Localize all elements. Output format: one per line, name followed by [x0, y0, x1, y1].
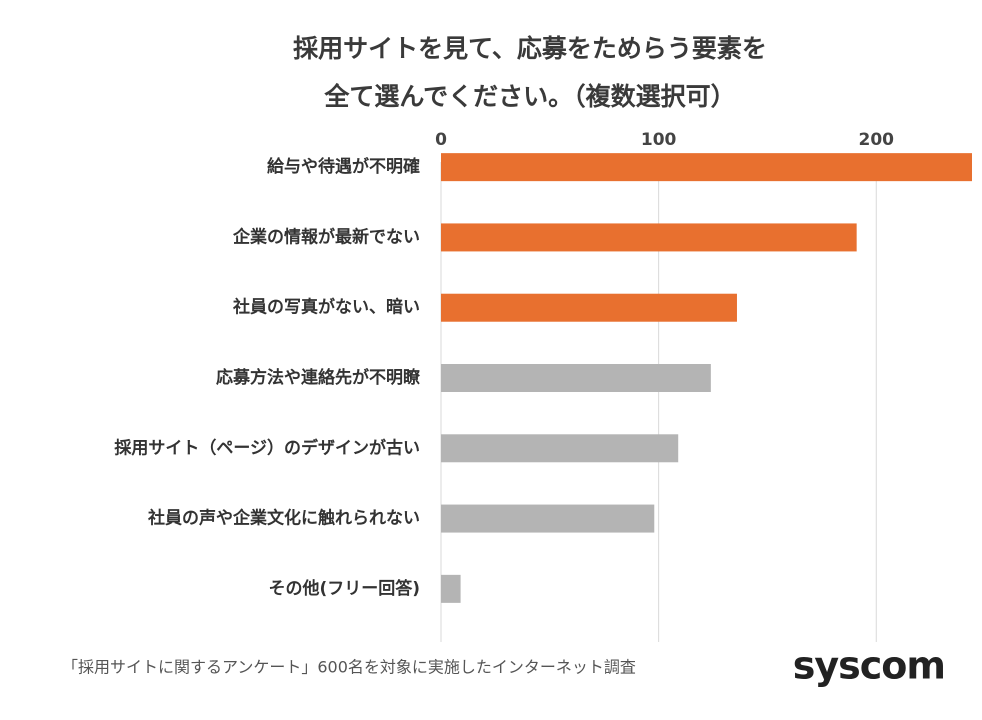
bar [441, 364, 711, 392]
bar [441, 223, 857, 252]
x-tick-label: 200 [858, 130, 894, 150]
y-tick-label: 採用サイト（ページ）のデザインが古い [114, 437, 420, 458]
y-tick-label: 応募方法や連絡先が不明瞭 [216, 367, 421, 388]
bar [441, 574, 461, 603]
y-tick-label: 社員の写真がない、暗い [232, 297, 420, 318]
bar [441, 293, 737, 322]
x-tick-label: 0 [435, 130, 447, 150]
x-tick-label: 100 [641, 130, 677, 150]
bar [441, 504, 655, 533]
y-tick-label: その他(フリー回答) [268, 578, 420, 599]
y-tick-label: 社員の声や企業文化に触れられない [147, 508, 420, 529]
chart-title: 採用サイトを見て、応募をためらう要素を [293, 34, 767, 63]
bar [441, 153, 972, 182]
y-tick-label: 企業の情報が最新でない [232, 226, 420, 247]
bar [441, 434, 679, 463]
y-tick-label: 給与や待遇が不明確 [267, 156, 420, 177]
chart-title: 全て選んでください。（複数選択可） [323, 82, 735, 111]
footnote: 「採用サイトに関するアンケート」600名を対象に実施したインターネット調査 [62, 658, 636, 677]
logo: syscom [793, 644, 945, 688]
